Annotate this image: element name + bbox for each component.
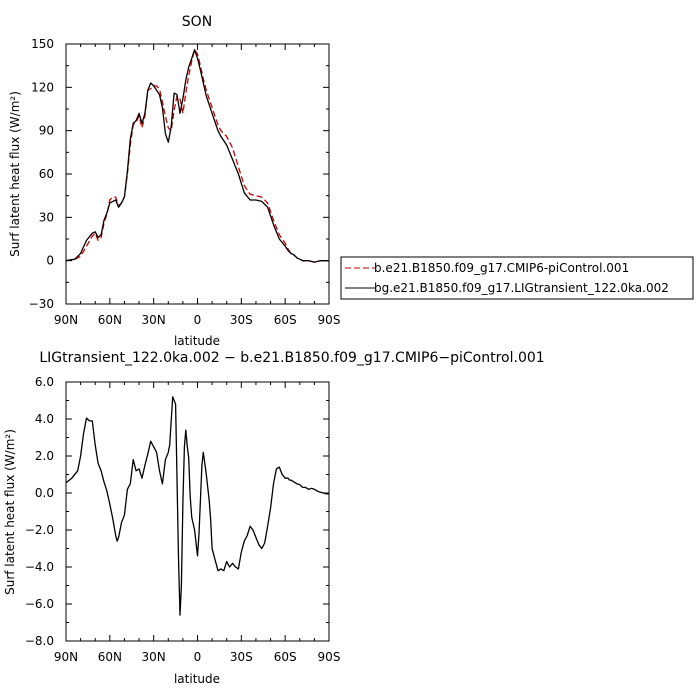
- bottom-x-axis-label: latitude: [174, 672, 220, 686]
- bottom-x-tick-label: 30N: [142, 650, 166, 664]
- bottom-x-tick-label: 60S: [274, 650, 297, 664]
- bottom-y-axis-label: Surf latent heat flux (W/m²): [3, 429, 17, 595]
- top-y-tick-label: 150: [31, 37, 54, 51]
- bottom-y-tick-label: 0.0: [35, 486, 54, 500]
- top-x-tick-label: 60S: [274, 313, 297, 327]
- top-y-axis-label: Surf latent heat flux (W/m²): [8, 91, 22, 257]
- bottom-x-tick-label: 60N: [98, 650, 122, 664]
- bottom-y-tick-label: −6.0: [25, 597, 54, 611]
- bottom-x-tick-label: 0: [194, 650, 202, 664]
- bottom-y-tick-label: 4.0: [35, 412, 54, 426]
- top-x-tick-label: 30N: [142, 313, 166, 327]
- bottom-chart-title: LIGtransient_122.0ka.002 − b.e21.B1850.f…: [39, 350, 544, 366]
- bottom-x-tick-label: 90S: [318, 650, 341, 664]
- top-x-tick-label: 0: [194, 313, 202, 327]
- top-y-tick-label: 0: [46, 254, 54, 268]
- top-y-tick-label: 60: [39, 167, 54, 181]
- top-x-tick-label: 30S: [230, 313, 253, 327]
- top-chart-title: SON: [182, 14, 212, 30]
- top-series-line-0: [65, 49, 329, 263]
- top-plot-frame: [65, 43, 330, 305]
- bottom-y-tick-label: −2.0: [25, 523, 54, 537]
- top-plot-area: −30 0 30 60 90 120 150 90N 60N 30N 0 30S 60S 90S: [29, 37, 341, 327]
- bottom-y-tick-label: 6.0: [35, 375, 54, 389]
- bottom-y-tick-label: 2.0: [35, 449, 54, 463]
- bottom-y-tick-label: −4.0: [25, 560, 54, 574]
- top-y-tick-label: −30: [29, 297, 54, 311]
- top-x-axis-label: latitude: [174, 334, 220, 348]
- bottom-y-tick-label: −8.0: [25, 634, 54, 648]
- bottom-plot-area: −8.0 −6.0 −4.0 −2.0 0.0 2.0 4.0 6.0 90N 60N 30N 0 30…: [25, 375, 341, 664]
- bottom-plot-frame: [65, 381, 330, 642]
- top-x-tick-label: 90N: [54, 313, 78, 327]
- legend-label-piControl: b.e21.B1850.f09_g17.CMIP6-piControl.001: [374, 261, 629, 275]
- bottom-series-line-0: [65, 396, 329, 616]
- top-series-line-1: [65, 49, 329, 263]
- top-y-tick-label: 30: [39, 210, 54, 224]
- bottom-panel: LIGtransient_122.0ka.002 − b.e21.B1850.f…: [3, 350, 545, 686]
- legend: b.e21.B1850.f09_g17.CMIP6-piControl.001 …: [340, 256, 694, 300]
- bottom-x-tick-label: 30S: [230, 650, 253, 664]
- legend-box: [340, 256, 694, 300]
- top-x-tick-label: 60N: [98, 313, 122, 327]
- top-y-tick-label: 90: [39, 124, 54, 138]
- legend-label-LIGtransient: bg.e21.B1850.f09_g17.LIGtransient_122.0k…: [374, 281, 669, 295]
- top-y-tick-label: 120: [31, 80, 54, 94]
- top-x-tick-label: 90S: [318, 313, 341, 327]
- bottom-x-tick-label: 90N: [54, 650, 78, 664]
